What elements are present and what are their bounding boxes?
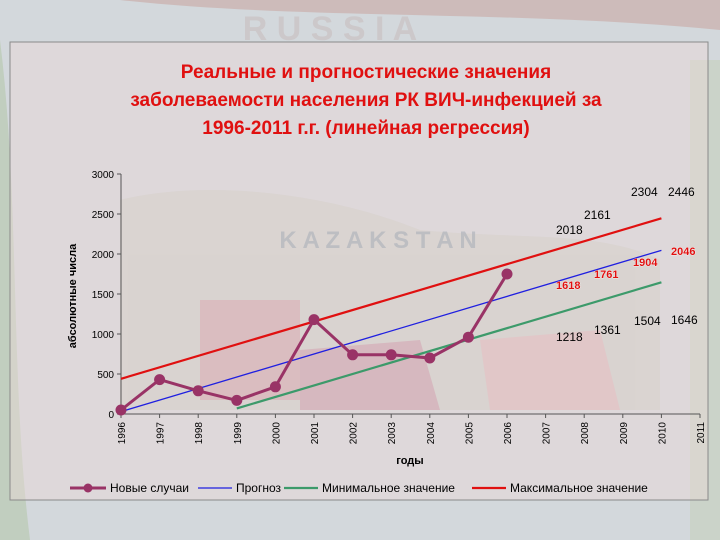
y-tick-label: 0 [108,410,114,421]
x-tick-label: 2001 [310,422,321,445]
data-label: 1218 [556,330,583,344]
data-point-new-cases [154,374,166,386]
x-tick-label: 2007 [542,422,553,445]
x-tick-label: 1999 [233,422,244,445]
y-tick-label: 500 [97,370,114,381]
x-tick-label: 2004 [426,422,437,445]
data-label: 2446 [668,185,695,199]
x-tick-label: 2008 [580,422,591,445]
x-tick-label: 2002 [349,422,360,445]
x-tick-label: 2000 [271,422,282,445]
series-layer [115,217,662,416]
data-label: 2046 [671,246,695,258]
data-label: 2304 [631,185,658,199]
legend-marker-new-cases [83,483,93,493]
data-point-new-cases [115,404,127,416]
legend-label-forecast: Прогноз [236,481,282,495]
series-line-forecast [120,249,662,413]
data-label: 1618 [556,280,580,292]
x-tick-label: 1998 [194,422,205,445]
legend-label-new-cases: Новые случаи [110,481,189,495]
series-line-maximum [120,217,662,380]
legend-label-minimum: Минимальное значение [322,481,455,495]
y-tick-label: 3000 [92,170,115,181]
y-axis-title: абсолютные числа [67,243,79,348]
x-tick-label: 2010 [657,422,668,445]
data-label: 1504 [634,314,661,328]
series-line-minimum [236,281,662,410]
y-tick-label: 2000 [92,250,115,261]
x-tick-label: 1997 [156,422,167,445]
x-tick-label: 2006 [503,422,514,445]
data-point-new-cases [462,331,474,343]
x-tick-label: 2003 [387,422,398,445]
data-point-new-cases [347,349,359,361]
data-point-new-cases [308,314,320,326]
data-label: 1761 [594,269,618,281]
data-point-new-cases [385,349,397,361]
x-tick-label: 2005 [464,422,475,445]
data-point-new-cases [231,394,243,406]
legend-label-maximum: Максимальное значение [510,481,648,495]
x-tick-label: 2011 [696,422,707,444]
legend: Новые случаи Прогноз Минимальное значение М… [70,481,648,495]
data-point-new-cases [192,385,204,397]
chart-title-line-3: 1996-2011 г.г. (линейная регрессия) [202,118,529,139]
chart-title-line-1: Реальные и прогностические значения [181,62,551,83]
data-label: 2161 [584,208,611,222]
chart-title-line-2: заболеваемости населения РК ВИЧ-инфекцие… [130,90,602,111]
data-point-new-cases [501,268,513,280]
data-label: 2018 [556,223,583,237]
y-tick-label: 2500 [92,210,115,221]
data-point-new-cases [269,381,281,393]
background-label-kazakstan: K A Z A K S T A N [279,227,476,254]
data-point-new-cases [424,352,436,364]
x-tick-label: 1996 [117,422,128,445]
data-label: 1904 [633,257,658,269]
data-label: 1361 [594,323,621,337]
y-tick-label: 1000 [92,330,115,341]
data-label: 1646 [671,313,698,327]
x-axis-title: годы [396,455,423,467]
y-tick-label: 1500 [92,290,115,301]
x-tick-label: 2009 [619,422,630,445]
